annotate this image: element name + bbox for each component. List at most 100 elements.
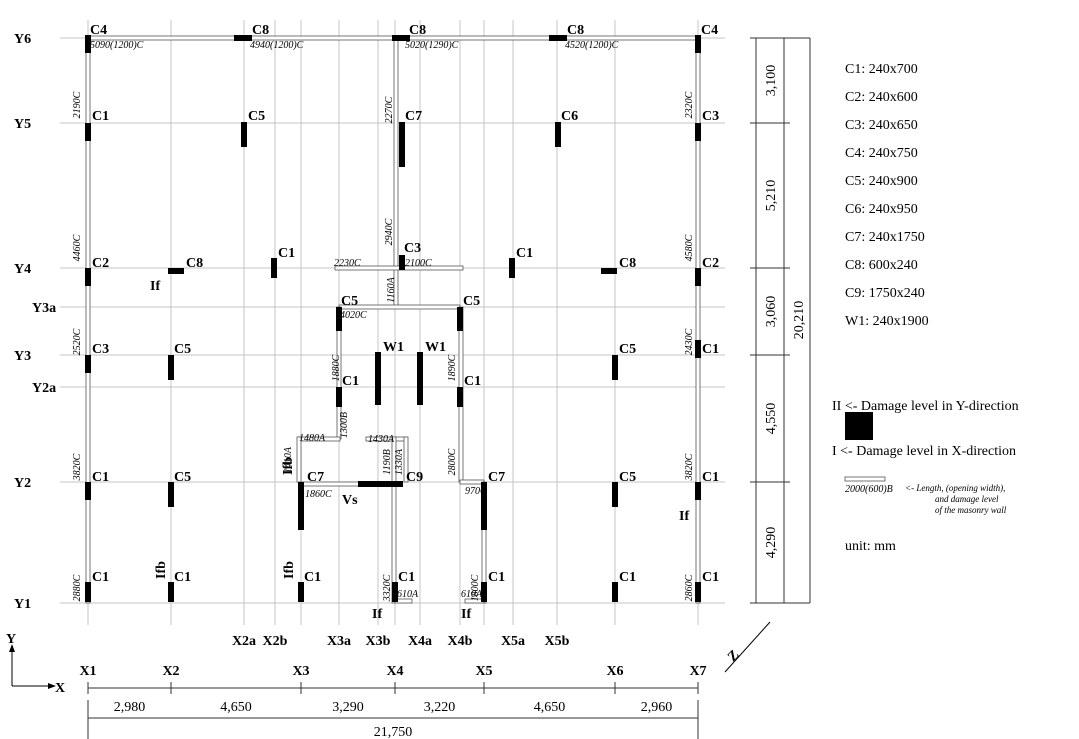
column [555, 122, 561, 147]
wall-label: 2800C [447, 448, 458, 475]
wall-label: 2940C [384, 218, 395, 245]
column [298, 482, 304, 530]
dim-label: 3,060 [764, 296, 779, 328]
column-label: C1 [702, 570, 719, 585]
column [612, 582, 618, 602]
column [85, 123, 91, 141]
column-label: C4 [90, 23, 107, 38]
column [417, 352, 423, 405]
wall-label: 4940(1200)C [250, 40, 304, 51]
grid-x-label: X5a [501, 634, 525, 649]
legend-section: C2: 240x600 [845, 90, 918, 105]
wall-label: 5020(1290)C [405, 40, 459, 51]
damage-mark: Ifb [154, 561, 169, 579]
column-label: C1 [488, 570, 505, 585]
column [695, 340, 701, 358]
damage-mark: If [372, 607, 382, 622]
wall-label: 1190B [382, 449, 393, 474]
column [168, 582, 174, 602]
wall-label: 1880C [331, 354, 342, 381]
column [168, 268, 184, 274]
wall-label: 4020C [340, 310, 367, 321]
grid-x-label: X3 [292, 664, 309, 679]
grid-x-label: X2a [232, 634, 256, 649]
legend-damage-y: II <- Damage level in Y-direction [832, 399, 1019, 414]
column-label: C1 [92, 109, 109, 124]
grid-y-label: Y2 [14, 476, 31, 491]
column-label: C3 [404, 241, 421, 256]
column-label: C8 [619, 256, 636, 271]
dim-total: 21,750 [374, 725, 413, 739]
column [358, 481, 403, 487]
axis-label: X [55, 681, 65, 696]
wall-label: 1890C [447, 354, 458, 381]
grid-x-label: X2 [162, 664, 179, 679]
column [85, 268, 91, 286]
wall [459, 479, 485, 485]
column-label: C9 [406, 470, 423, 485]
axis-icon [9, 621, 771, 689]
column [695, 35, 701, 53]
damage-mark: Ifb [281, 457, 296, 475]
damage-mark: If [679, 509, 689, 524]
columns [85, 35, 701, 602]
dim-label: 4,550 [764, 403, 779, 435]
grid-x-label: X3a [327, 634, 351, 649]
grid-x-label: X1 [79, 664, 96, 679]
axis-arrow [724, 621, 771, 673]
legend-wall [844, 476, 886, 482]
column [695, 482, 701, 500]
column-label: C1 [702, 470, 719, 485]
grid-x-label: X4 [386, 664, 403, 679]
legend-note: <- Length, (opening width), [905, 483, 1005, 493]
column [695, 582, 701, 602]
legend-section: C3: 240x650 [845, 118, 918, 133]
column-label: C5 [463, 294, 480, 309]
wall-label: 4460C [72, 234, 83, 261]
grid-x-label: X6 [606, 664, 623, 679]
legend-damage-x: I <- Damage level in X-direction [832, 444, 1016, 459]
grid-y-label: Y4 [14, 262, 31, 277]
grid-x-label: X5b [545, 634, 570, 649]
wall-label: 2230C [334, 258, 361, 269]
legend-swatch [845, 412, 873, 440]
column [509, 258, 515, 278]
grid-y-label: Y1 [14, 597, 31, 612]
column [241, 122, 247, 147]
wall-label: 2520C [72, 328, 83, 355]
column [85, 482, 91, 500]
column [457, 387, 463, 407]
wall-label: 5090(1200)C [90, 40, 144, 51]
wall-label: 1160A [386, 276, 397, 302]
wall-label: 1800C [470, 574, 481, 601]
legend-unit: unit: mm [845, 539, 896, 554]
wall [85, 37, 91, 604]
legend-wall-sample: 2000(600)B [845, 484, 893, 495]
column [612, 482, 618, 507]
grid-x-label: X2b [263, 634, 288, 649]
dimension-lines [87, 37, 811, 739]
column [392, 582, 398, 602]
wall-label: 3320C [382, 574, 393, 602]
legend-section: C1: 240x700 [845, 62, 918, 77]
dim-label: 2,980 [114, 700, 146, 715]
wall-label: 1480A [299, 433, 326, 444]
wall [403, 436, 409, 483]
column-label: C3 [702, 109, 719, 124]
wall-label: 2270C [384, 96, 395, 123]
column-label: C1 [516, 246, 533, 261]
column [392, 35, 410, 41]
column-label: C7 [307, 470, 324, 485]
column-label: C1 [702, 342, 719, 357]
column [375, 352, 381, 405]
column [85, 35, 91, 53]
grid-y-label: Y3a [32, 301, 56, 316]
legend-note: and damage level [935, 494, 999, 504]
column-label: C8 [252, 23, 269, 38]
legend-section: C4: 240x750 [845, 146, 918, 161]
damage-mark: If [461, 607, 471, 622]
wall-label: 970C [465, 486, 487, 497]
column-label: C1 [92, 470, 109, 485]
grid-y-label: Y3 [14, 349, 31, 364]
wall-label: 2880C [72, 574, 83, 601]
